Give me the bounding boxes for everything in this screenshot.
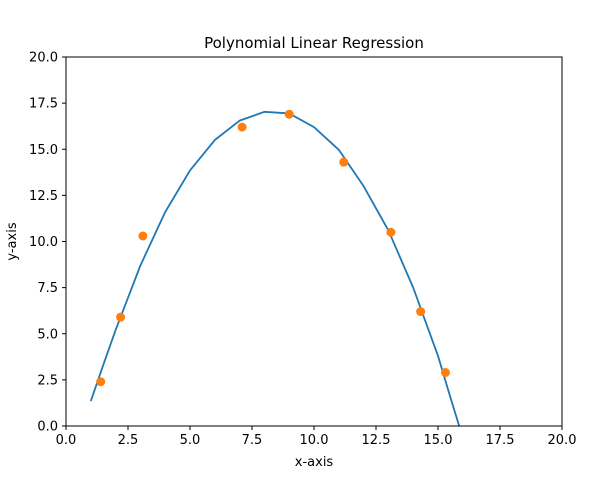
- scatter-point: [237, 122, 247, 132]
- x-tick-label: 15.0: [424, 433, 453, 448]
- scatter-point: [386, 227, 396, 237]
- scatter-point: [96, 377, 106, 387]
- y-tick-label: 2.5: [37, 373, 58, 388]
- y-axis-title: y-axis: [5, 222, 20, 260]
- x-tick-label: 20.0: [548, 433, 577, 448]
- y-tick-label: 15.0: [29, 143, 58, 158]
- plot-frame: [65, 56, 563, 427]
- x-tick-label: 7.5: [242, 433, 263, 448]
- scatter-point: [116, 312, 126, 322]
- y-tick-label: 17.5: [29, 97, 58, 112]
- x-tick-label: 10.0: [300, 433, 329, 448]
- regression-line: [89, 110, 461, 426]
- scatter-point: [284, 109, 294, 119]
- x-axis-title: x-axis: [295, 455, 334, 470]
- scatter-point: [138, 231, 148, 241]
- x-tick-label: 17.5: [486, 433, 515, 448]
- scatter-point: [440, 368, 450, 377]
- y-tick-label: 7.5: [37, 281, 58, 296]
- y-tick-label: 12.5: [29, 189, 58, 204]
- y-tick-label: 10.0: [29, 235, 58, 250]
- y-tick-label: 20.0: [29, 51, 58, 66]
- y-tick-label: 5.0: [37, 327, 58, 342]
- x-tick-label: 5.0: [180, 433, 201, 448]
- scatter-point: [416, 307, 426, 317]
- scatter-point: [339, 157, 349, 167]
- x-tick-label: 0.0: [56, 433, 77, 448]
- chart-title: Polynomial Linear Regression: [204, 34, 424, 52]
- y-tick-label: 0.0: [37, 420, 58, 435]
- x-tick-label: 12.5: [362, 433, 391, 448]
- x-tick-label: 2.5: [118, 433, 139, 448]
